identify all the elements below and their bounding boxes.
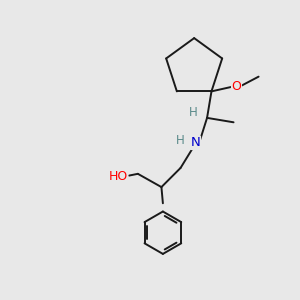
Text: H: H: [176, 134, 185, 147]
Text: HO: HO: [109, 170, 128, 183]
Text: N: N: [191, 136, 200, 149]
Text: H: H: [188, 106, 197, 119]
Text: O: O: [232, 80, 242, 94]
